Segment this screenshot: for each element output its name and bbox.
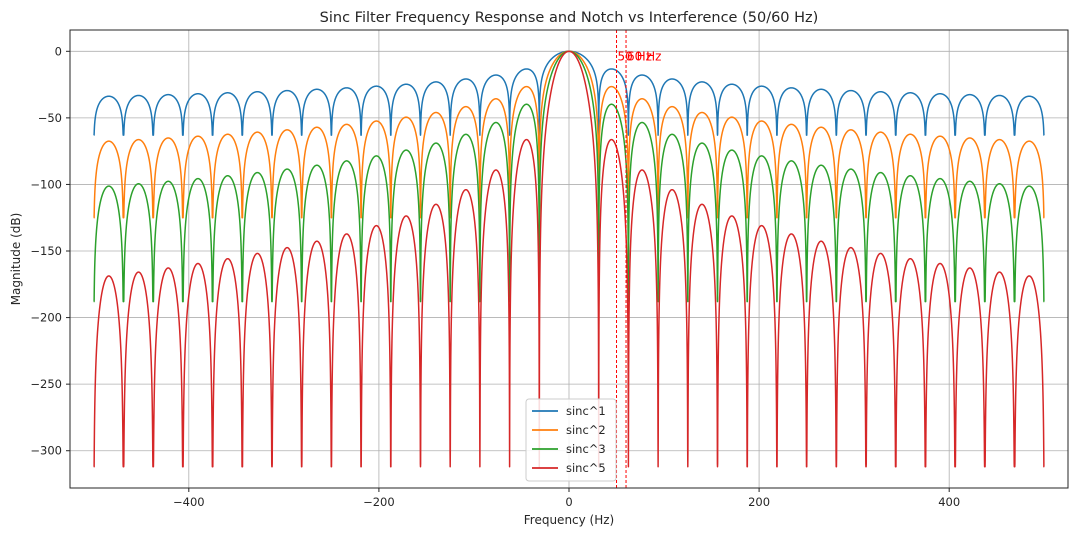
x-tick-label: 400 — [938, 495, 960, 509]
chart-title: Sinc Filter Frequency Response and Notch… — [320, 10, 819, 26]
x-tick-label: 200 — [748, 495, 770, 509]
y-tick-label: −100 — [30, 177, 62, 191]
y-tick-label: −300 — [30, 444, 62, 458]
legend-label: sinc^1 — [566, 404, 606, 418]
legend: sinc^1 sinc^2 sinc^3 sinc^5 — [525, 398, 617, 482]
y-axis-ticks: 0 −50 −100 −150 −200 −250 −300 — [30, 44, 70, 458]
legend-box — [525, 398, 617, 482]
y-tick-label: 0 — [55, 44, 62, 58]
x-axis-label: Frequency (Hz) — [524, 513, 615, 527]
y-tick-label: −150 — [30, 244, 62, 258]
y-axis-label: Magnitude (dB) — [9, 213, 23, 306]
legend-label: sinc^2 — [566, 423, 606, 437]
legend-label: sinc^3 — [566, 442, 606, 456]
x-axis-ticks: −400 −200 0 200 400 — [173, 488, 960, 509]
y-tick-label: −250 — [30, 377, 62, 391]
y-tick-label: −200 — [30, 311, 62, 325]
interference-label-60hz: 60 Hz — [627, 50, 661, 64]
series-line-sinc5 — [93, 50, 1045, 468]
y-tick-label: −50 — [38, 111, 62, 125]
x-tick-label: −400 — [173, 495, 205, 509]
legend-label: sinc^5 — [566, 461, 606, 475]
series-lines — [93, 50, 1045, 468]
x-tick-label: 0 — [565, 495, 572, 509]
x-tick-label: −200 — [363, 495, 395, 509]
